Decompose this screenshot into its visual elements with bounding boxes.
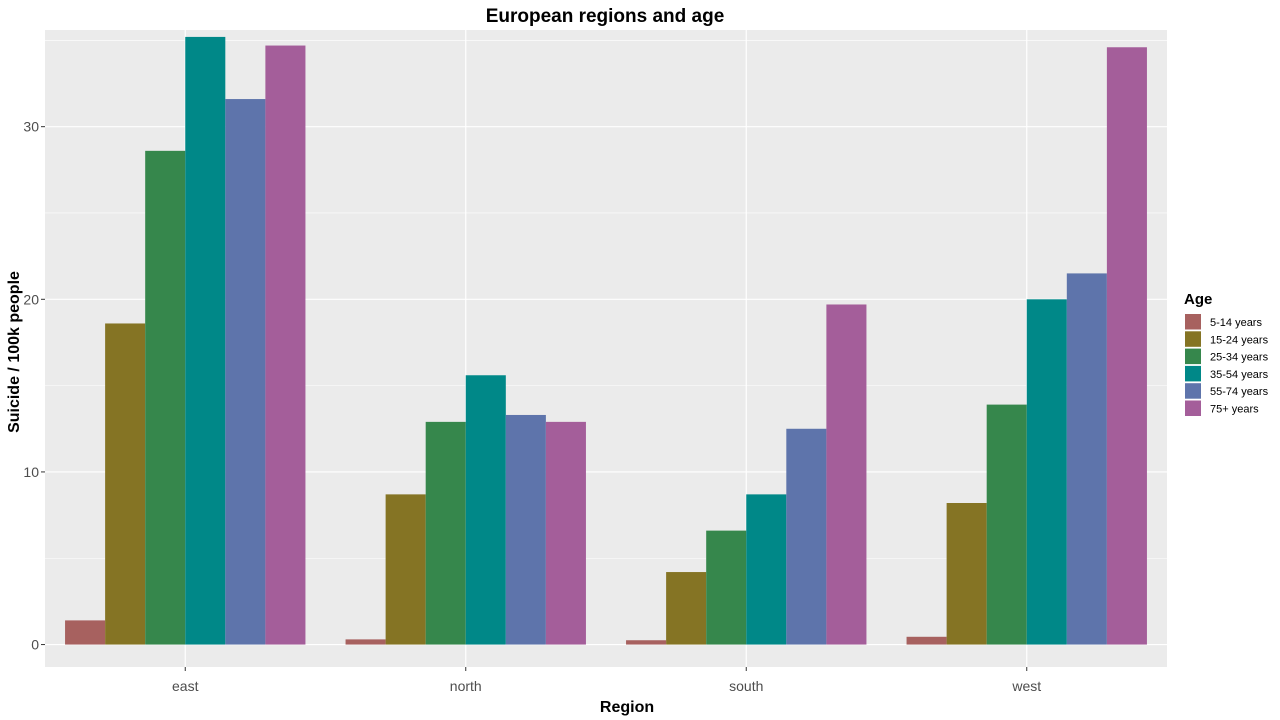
bar-north-35-54-years	[465, 375, 506, 645]
bar-north-75-years	[545, 421, 586, 645]
bar-west-35-54-years	[1026, 299, 1067, 645]
legend-key	[1185, 400, 1201, 416]
bar-south-55-74-years	[786, 428, 827, 645]
x-axis-ticks: east north south west	[172, 667, 1041, 694]
bar-west-55-74-years	[1066, 273, 1107, 645]
bar-east-25-34-years	[145, 150, 186, 645]
legend-key	[1185, 314, 1201, 330]
y-axis-ticks: 0 10 20 30	[23, 119, 45, 653]
bar-east-55-74-years	[225, 99, 266, 645]
bar-south-35-54-years	[746, 494, 787, 645]
x-tick-label-west: west	[1011, 678, 1041, 694]
bars	[65, 36, 1147, 645]
bar-south-25-34-years	[706, 530, 747, 645]
bar-west-15-24-years	[946, 503, 987, 645]
bar-north-55-74-years	[505, 414, 546, 645]
legend-label: 35-54 years	[1210, 369, 1269, 381]
legend-key	[1185, 383, 1201, 399]
bar-west-25-34-years	[986, 404, 1027, 645]
bar-east-35-54-years	[185, 36, 226, 645]
x-tick-label-north: north	[450, 678, 482, 694]
x-axis-title: Region	[600, 699, 654, 716]
legend: Age 5-14 years 15-24 years 25-34 years 35-5…	[1184, 291, 1269, 416]
bar-north-25-34-years	[425, 421, 466, 645]
legend-label: 75+ years	[1210, 404, 1259, 416]
chart-title: European regions and age	[486, 6, 725, 27]
y-tick-label: 0	[31, 637, 39, 653]
legend-key	[1185, 348, 1201, 365]
legend-label: 5-14 years	[1210, 317, 1262, 329]
legend-key	[1185, 365, 1201, 382]
bar-east-5-14-years	[65, 620, 106, 645]
bar-south-15-24-years	[666, 572, 707, 645]
x-tick-label-east: east	[172, 678, 199, 694]
x-tick-label-south: south	[729, 678, 763, 694]
legend-key	[1185, 331, 1201, 347]
legend-title: Age	[1184, 291, 1212, 308]
legend-label: 15-24 years	[1210, 334, 1269, 346]
y-tick-label: 30	[23, 119, 39, 135]
bar-east-75-years	[265, 45, 306, 645]
legend-label: 25-34 years	[1210, 352, 1269, 364]
bar-south-5-14-years	[626, 640, 667, 645]
bar-south-75-years	[826, 304, 867, 645]
bar-west-5-14-years	[906, 636, 947, 645]
bar-east-15-24-years	[105, 323, 146, 645]
bar-west-75-years	[1106, 47, 1147, 645]
bar-north-15-24-years	[385, 494, 426, 645]
legend-label: 55-74 years	[1210, 386, 1269, 398]
bar-north-5-14-years	[345, 639, 386, 645]
y-tick-label: 20	[23, 291, 39, 307]
y-axis-title: Suicide / 100k people	[6, 271, 23, 433]
y-tick-label: 10	[23, 464, 39, 480]
